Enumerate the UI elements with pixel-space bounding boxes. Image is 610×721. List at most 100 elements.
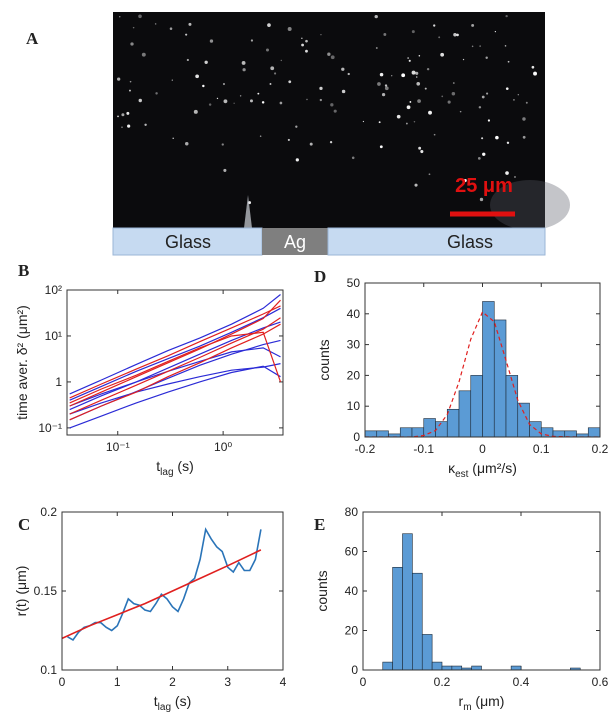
spot [381, 93, 386, 97]
spot [409, 101, 412, 103]
spot [223, 99, 228, 104]
bar [570, 667, 581, 670]
spot [396, 114, 401, 119]
spot [202, 84, 205, 88]
spot [267, 23, 271, 27]
data-line [69, 363, 281, 415]
spot [433, 24, 436, 27]
data-line [69, 299, 281, 407]
x-tick-label: 0.2 [434, 675, 451, 689]
bar [510, 665, 522, 670]
spot [416, 81, 421, 86]
spot [411, 70, 416, 75]
x-tick-label: 0.4 [513, 675, 530, 689]
bar [517, 402, 530, 437]
spot [185, 33, 188, 36]
y-tick-label: 0 [353, 430, 360, 444]
spot [241, 61, 246, 65]
spot [478, 106, 482, 109]
spot [287, 138, 290, 142]
spot [378, 121, 381, 124]
region-label: Glass [165, 232, 211, 252]
y-tick-label: 40 [345, 584, 359, 598]
spot [155, 92, 158, 95]
y-tick-label: 10⁻¹ [38, 421, 62, 435]
axis-label-main: r [459, 693, 464, 709]
y-tick-label: 80 [345, 505, 359, 519]
spot [441, 95, 444, 98]
spot [494, 30, 496, 33]
data-line [69, 331, 282, 404]
spot [216, 97, 219, 100]
spot [295, 125, 298, 128]
spot [319, 86, 323, 91]
spot [507, 60, 510, 63]
spot [341, 89, 346, 94]
spot [138, 98, 142, 103]
spot [330, 55, 335, 60]
x-tick-label: 0.2 [592, 442, 609, 456]
bar [435, 421, 448, 437]
spot [129, 89, 131, 92]
spot [126, 111, 130, 115]
axis-label-sub: est [455, 469, 469, 480]
spot [223, 168, 227, 172]
spot [333, 109, 337, 113]
spot [411, 30, 415, 34]
spot [341, 67, 345, 71]
region-glass [112, 227, 263, 256]
spot [257, 92, 260, 95]
spot [533, 71, 537, 76]
spot [130, 42, 134, 46]
bar [564, 430, 577, 437]
spot [306, 98, 308, 101]
spot [401, 73, 406, 78]
spot [459, 110, 462, 113]
spot [305, 49, 308, 53]
spot [477, 157, 481, 160]
spot [169, 27, 173, 30]
spot [456, 33, 459, 37]
y-tick-label: 10² [45, 283, 62, 297]
spot [428, 110, 432, 115]
spot [413, 120, 416, 123]
data-line [69, 347, 281, 407]
panel-label: B [18, 261, 29, 280]
axis-label-sub: lag [160, 467, 173, 478]
x-tick-label: 1 [114, 675, 121, 689]
spot [418, 146, 422, 150]
axis-label: counts [316, 339, 332, 380]
spot [481, 95, 485, 99]
spot [280, 59, 282, 62]
spot [505, 14, 508, 18]
x-tick-label: 3 [224, 675, 231, 689]
axis-label: r(t) (μm) [13, 566, 29, 617]
axis-label: rm (μm) [459, 693, 505, 713]
spot [204, 60, 208, 64]
spot [418, 54, 421, 57]
spot [505, 87, 509, 90]
spot [405, 122, 408, 125]
spot [375, 47, 378, 49]
bar [423, 418, 436, 437]
spot [408, 59, 411, 62]
x-tick-label: -0.1 [413, 442, 434, 456]
spot [426, 67, 430, 71]
axis-label-main: t [154, 693, 158, 709]
axis-label: tlag (s) [154, 693, 191, 713]
x-tick-label: 2 [169, 675, 176, 689]
x-tick-label: 10⁰ [214, 440, 232, 454]
bar [412, 572, 423, 670]
bar [446, 408, 460, 437]
panel-label: E [314, 515, 325, 534]
spot [171, 79, 173, 81]
spot [117, 77, 121, 81]
spot [270, 66, 275, 71]
spot [428, 173, 431, 176]
bar [505, 375, 519, 437]
bar [441, 665, 453, 670]
micrograph [113, 12, 545, 228]
plot-area [365, 301, 600, 437]
spot [406, 105, 411, 110]
